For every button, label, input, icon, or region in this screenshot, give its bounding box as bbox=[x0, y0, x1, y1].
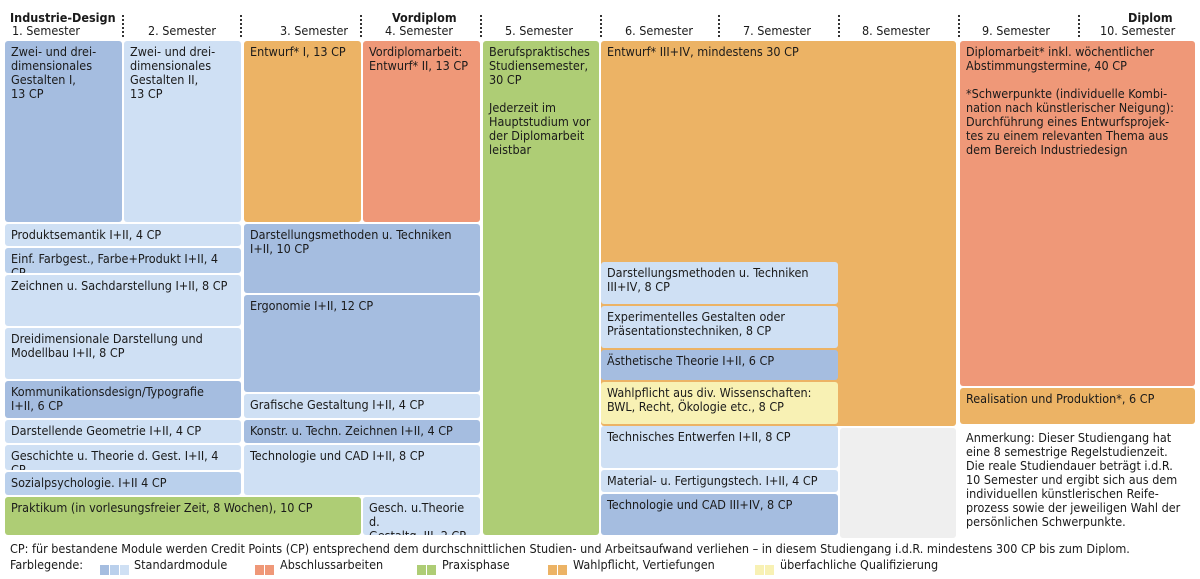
legend-title: Farblegende: bbox=[10, 557, 84, 572]
semester-8-header: 8. Semester bbox=[862, 23, 931, 38]
semester-divider bbox=[1078, 15, 1080, 37]
module-farbgestaltung: Einf. Farbgest., Farbe+Produkt I+II, 4 C… bbox=[5, 248, 241, 273]
module-label: Entwurf* I, 13 CP bbox=[250, 44, 346, 59]
module-zeichnen: Zeichnen u. Sachdarstellung I+II, 8 CP bbox=[5, 275, 241, 326]
module-grafische-gestaltung: Grafische Gestaltung I+II, 4 CP bbox=[244, 394, 480, 418]
module-wahlpflicht-wissenschaften: Wahlpflicht aus div. Wissenschaften: BWL… bbox=[601, 382, 838, 424]
module-entwurf-1: Entwurf* I, 13 CP bbox=[244, 41, 361, 222]
module-label: Technologie und CAD III+IV, 8 CP bbox=[607, 497, 793, 512]
semester-divider bbox=[718, 15, 720, 37]
module-zwei-dim-gestalten-1: Zwei- und drei- dimensionales Gestalten … bbox=[5, 41, 122, 222]
semester-3-header: 3. Semester bbox=[280, 23, 349, 38]
module-label: Einf. Farbgest., Farbe+Produkt I+II, 4 C… bbox=[11, 251, 219, 274]
credit-points-note: CP: für bestandene Module werden Credit … bbox=[10, 541, 1130, 556]
module-berufspraktisches-semester: Berufspraktisches Studiensemester, 30 CP… bbox=[483, 41, 599, 535]
module-vordiplomarbeit: Vordiplomarbeit: Entwurf* II, 13 CP bbox=[363, 41, 480, 222]
module-label: Kommunikationsdesign/Typografie I+II, 6 … bbox=[11, 384, 204, 413]
module-label: Zwei- und drei- dimensionales Gestalten … bbox=[11, 44, 97, 101]
module-label: Technisches Entwerfen I+II, 8 CP bbox=[607, 429, 791, 444]
module-label: Zeichnen u. Sachdarstellung I+II, 8 CP bbox=[11, 278, 228, 293]
module-geschichte-theorie: Geschichte u. Theorie d. Gest. I+II, 4 C… bbox=[5, 445, 241, 470]
module-konstruktion-zeichnen: Konstr. u. Techn. Zeichnen I+II, 4 CP bbox=[244, 420, 480, 443]
legend-swatch-standard bbox=[100, 560, 130, 575]
module-diplomarbeit: Diplomarbeit* inkl. wöchentlicher Abstim… bbox=[960, 41, 1195, 386]
module-experimentelles-gestalten: Experimentelles Gestalten oder Präsentat… bbox=[601, 306, 838, 348]
legend-swatch-abschluss bbox=[255, 560, 275, 575]
semester-9-header: 9. Semester bbox=[982, 23, 1051, 38]
legend-swatch-praxis bbox=[417, 560, 437, 575]
semester-divider bbox=[480, 15, 482, 37]
module-label: Vordiplomarbeit: Entwurf* II, 13 CP bbox=[369, 44, 469, 73]
module-produktsemantik: Produktsemantik I+II, 4 CP bbox=[5, 224, 241, 246]
module-label: Dreidimensionale Darstellung und Modellb… bbox=[11, 331, 203, 360]
module-label: Produktsemantik I+II, 4 CP bbox=[11, 227, 162, 242]
semester-5-header: 5. Semester bbox=[505, 23, 574, 38]
semester-divider bbox=[958, 15, 960, 37]
legend-label-abschluss: Abschlussarbeiten bbox=[280, 557, 384, 572]
semester-divider bbox=[360, 15, 362, 37]
module-label: Konstr. u. Techn. Zeichnen I+II, 4 CP bbox=[250, 423, 453, 438]
module-zwei-dim-gestalten-2: Zwei- und drei- dimensionales Gestalten … bbox=[124, 41, 241, 222]
legend-swatch-ueberfachlich bbox=[755, 560, 775, 575]
module-label: Zwei- und drei- dimensionales Gestalten … bbox=[130, 44, 216, 101]
module-label: Praktikum (in vorlesungsfreier Zeit, 8 W… bbox=[11, 500, 313, 515]
module-darstellungsmethoden-3-4: Darstellungsmethoden u. Techniken III+IV… bbox=[601, 262, 838, 304]
module-label: Ästhetische Theorie I+II, 6 CP bbox=[607, 353, 775, 368]
module-label: Gesch. u.Theorie d. Gestaltg. III, 2 CP bbox=[369, 500, 466, 536]
module-label: Ergonomie I+II, 12 CP bbox=[250, 298, 374, 313]
legend-label-wahlpflicht: Wahlpflicht, Vertiefungen bbox=[573, 557, 715, 572]
module-label: Experimentelles Gestalten oder Präsentat… bbox=[607, 309, 786, 338]
semester-divider bbox=[240, 15, 242, 37]
semester-1-header: 1. Semester bbox=[12, 23, 81, 38]
semester-divider bbox=[838, 15, 840, 37]
module-material-fertigung: Material- u. Fertigungstech. I+II, 4 CP bbox=[601, 470, 838, 492]
degree-label: Industrie-Design bbox=[10, 10, 116, 25]
module-technisches-entwerfen: Technisches Entwerfen I+II, 8 CP bbox=[601, 426, 838, 468]
diplom-label: Diplom bbox=[1128, 10, 1173, 25]
module-label: Technologie und CAD I+II, 8 CP bbox=[250, 448, 425, 463]
module-geschichte-3: Gesch. u.Theorie d. Gestaltg. III, 2 CP bbox=[363, 497, 480, 535]
module-label: Material- u. Fertigungstech. I+II, 4 CP bbox=[607, 473, 818, 488]
empty-area bbox=[840, 428, 956, 538]
color-legend: Farblegende: Standardmodule Abschlussarb… bbox=[10, 557, 1190, 575]
module-praktikum: Praktikum (in vorlesungsfreier Zeit, 8 W… bbox=[5, 497, 361, 535]
module-darstellungsmethoden-1-2: Darstellungsmethoden u. Techniken I+II, … bbox=[244, 224, 480, 293]
module-label: Darstellungsmethoden u. Techniken III+IV… bbox=[607, 265, 809, 294]
module-darstellende-geometrie: Darstellende Geometrie I+II, 4 CP bbox=[5, 420, 241, 443]
module-label: Darstellungsmethoden u. Techniken I+II, … bbox=[250, 227, 452, 256]
semester-10-header: 10. Semester bbox=[1100, 23, 1176, 38]
study-duration-note: Anmerkung: Dieser Studiengang hat eine 8… bbox=[966, 430, 1181, 529]
module-sozialpsychologie: Sozialpsychologie. I+II 4 CP bbox=[5, 472, 241, 495]
semester-2-header: 2. Semester bbox=[148, 23, 217, 38]
legend-label-standard: Standardmodule bbox=[134, 557, 228, 572]
vordiplom-label: Vordiplom bbox=[392, 10, 457, 25]
module-label: Grafische Gestaltung I+II, 4 CP bbox=[250, 397, 425, 412]
semester-6-header: 6. Semester bbox=[625, 23, 694, 38]
semester-divider bbox=[122, 15, 124, 37]
semester-4-header: 4. Semester bbox=[385, 23, 454, 38]
module-ergonomie: Ergonomie I+II, 12 CP bbox=[244, 295, 480, 392]
module-label: Darstellende Geometrie I+II, 4 CP bbox=[11, 423, 202, 438]
module-label: Wahlpflicht aus div. Wissenschaften: BWL… bbox=[607, 385, 812, 414]
module-label: Sozialpsychologie. I+II 4 CP bbox=[11, 475, 167, 490]
module-aesthetische-theorie: Ästhetische Theorie I+II, 6 CP bbox=[601, 350, 838, 380]
module-technologie-cad-3-4: Technologie und CAD III+IV, 8 CP bbox=[601, 494, 838, 535]
semester-7-header: 7. Semester bbox=[743, 23, 812, 38]
module-label: Geschichte u. Theorie d. Gest. I+II, 4 C… bbox=[11, 448, 219, 471]
module-label: Realisation und Produktion*, 6 CP bbox=[966, 391, 1155, 406]
module-kommunikationsdesign: Kommunikationsdesign/Typografie I+II, 6 … bbox=[5, 381, 241, 418]
module-label: Berufspraktisches Studiensemester, 30 CP… bbox=[489, 44, 591, 157]
module-dreidimensionale-darstellung: Dreidimensionale Darstellung und Modellb… bbox=[5, 328, 241, 379]
legend-label-praxis: Praxisphase bbox=[442, 557, 510, 572]
module-label: Diplomarbeit* inkl. wöchentlicher Abstim… bbox=[966, 44, 1174, 157]
semester-divider bbox=[600, 15, 602, 37]
module-realisation-produktion: Realisation und Produktion*, 6 CP bbox=[960, 388, 1195, 424]
module-technologie-cad-1-2: Technologie und CAD I+II, 8 CP bbox=[244, 445, 480, 495]
legend-swatch-wahlpflicht bbox=[548, 560, 568, 575]
legend-label-ueberfachlich: überfachliche Qualifizierung bbox=[780, 557, 939, 572]
module-label: Entwurf* III+IV, mindestens 30 CP bbox=[607, 44, 799, 59]
